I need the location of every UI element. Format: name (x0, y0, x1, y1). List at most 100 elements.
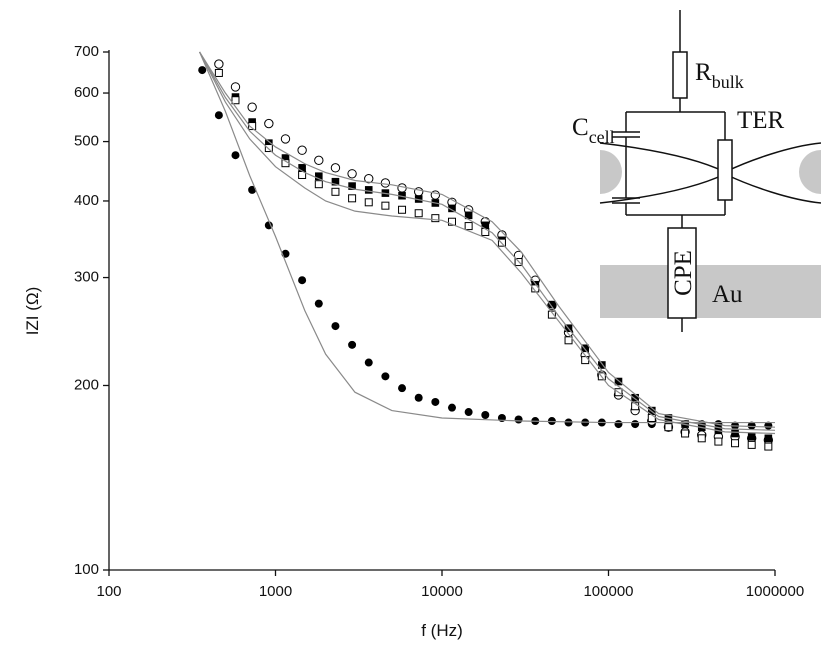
point (431, 397, 440, 406)
point (280, 134, 291, 144)
point (464, 222, 473, 231)
point (464, 408, 473, 417)
x-tick-label: 100 (96, 583, 121, 600)
y-tick-label: 100 (74, 561, 99, 578)
resistor-bulk (672, 51, 688, 99)
point (230, 82, 241, 92)
point (214, 59, 224, 69)
point (614, 420, 623, 429)
point (231, 151, 240, 160)
point (414, 393, 423, 402)
resistor-ter (717, 139, 733, 201)
point (198, 66, 207, 75)
membrane-top (599, 142, 821, 173)
point (631, 420, 640, 429)
point (247, 102, 257, 112)
point (248, 122, 257, 131)
point (264, 144, 273, 153)
point (631, 393, 639, 402)
x-tick-label: 100000 (583, 583, 633, 600)
point (364, 186, 373, 194)
point (398, 384, 407, 393)
point (231, 96, 240, 105)
point (747, 432, 756, 441)
point (598, 361, 606, 369)
point (647, 406, 656, 415)
inset-diagram (599, 10, 821, 332)
point (380, 178, 391, 188)
point (264, 221, 273, 230)
point (414, 209, 423, 218)
inset-label: Rbulk (695, 59, 744, 92)
label-main: R (695, 59, 712, 86)
point (364, 358, 373, 367)
point (214, 111, 223, 120)
point (330, 163, 341, 173)
y-tick-label: 500 (74, 133, 99, 150)
point (331, 187, 340, 196)
y-axis-label: IZI (Ω) (23, 287, 42, 336)
point (364, 173, 374, 184)
cell-right (799, 150, 821, 194)
point (747, 421, 756, 430)
point (297, 145, 307, 155)
inset-label: TER (737, 107, 785, 134)
point (348, 182, 356, 190)
x-tick-label: 1000 (259, 583, 292, 600)
point (447, 217, 456, 226)
point (298, 276, 307, 285)
label-main: C (572, 114, 589, 141)
point (447, 403, 456, 412)
inset-label: Au (712, 281, 743, 308)
x-axis-label: f (Hz) (421, 621, 463, 640)
fit-line (199, 51, 775, 424)
point (547, 310, 556, 319)
fit-line (199, 51, 776, 431)
point (397, 183, 407, 193)
point (331, 177, 340, 186)
point (664, 423, 673, 432)
point (381, 201, 390, 210)
point (315, 172, 323, 181)
point (398, 205, 407, 214)
point (681, 429, 690, 438)
y-tick-label: 700 (74, 43, 99, 60)
point (764, 442, 773, 451)
point (481, 411, 490, 420)
point (448, 204, 456, 213)
fit-line (199, 51, 776, 428)
inset-label: CPE (670, 250, 697, 296)
point (414, 195, 423, 203)
point (347, 169, 357, 179)
y-tick-label: 600 (74, 84, 99, 101)
point (564, 418, 573, 427)
point (314, 299, 323, 308)
point (314, 155, 324, 166)
point (564, 336, 573, 345)
point (581, 344, 589, 353)
point (314, 180, 323, 189)
point (514, 415, 523, 424)
point (298, 164, 306, 172)
point (697, 434, 706, 443)
point (248, 185, 257, 194)
point (264, 118, 274, 129)
point (364, 198, 373, 207)
y-tick-label: 400 (74, 192, 99, 209)
x-tick-label: 1000000 (746, 583, 804, 600)
point (764, 434, 773, 443)
y-tick-label: 300 (74, 269, 99, 286)
point (731, 439, 740, 448)
point (614, 377, 623, 386)
inset-label: Ccell (572, 114, 615, 147)
x-tick-label: 10000 (421, 583, 463, 600)
point (548, 300, 556, 309)
point (265, 139, 273, 147)
point (331, 322, 340, 331)
label-sub: cell (589, 127, 615, 147)
cpe-element (667, 227, 697, 319)
point (731, 429, 739, 438)
point (481, 221, 490, 230)
point (348, 194, 357, 203)
